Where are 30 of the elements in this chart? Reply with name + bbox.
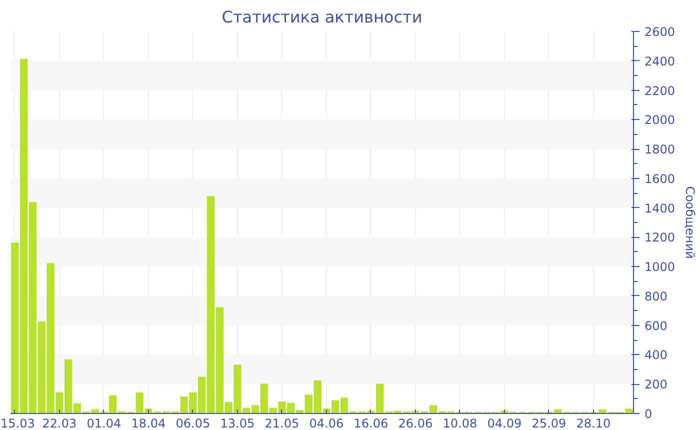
chart-title: Статистика активности (222, 8, 422, 26)
x-tick-label: 26.06 (398, 416, 433, 430)
y-tick-label: 0 (644, 407, 652, 421)
y-tick-label: 1000 (644, 260, 676, 274)
y-tick-label: 800 (644, 289, 668, 304)
y-axis-title: Сообщений (683, 186, 698, 259)
y-tick-label: 2400 (644, 54, 676, 68)
x-tick-label: 10.08 (442, 416, 478, 430)
x-tick-label: 28.10 (576, 416, 611, 430)
y-tick-label: 1800 (644, 142, 676, 157)
x-tick-label: 25.09 (532, 416, 566, 430)
y-tick-label: 2200 (644, 84, 676, 98)
y-tick-label: 1200 (644, 230, 676, 245)
y-tick-label: 600 (644, 318, 668, 333)
x-tick-label: 06.05 (176, 416, 210, 430)
x-tick-label: 04.09 (487, 416, 522, 430)
y-tick-label: 2600 (644, 25, 676, 39)
y-tick-label: 1600 (644, 172, 676, 186)
x-tick-label: 21.05 (264, 416, 300, 430)
y-tick-label: 200 (644, 378, 668, 392)
y-tick-label: 1400 (644, 201, 676, 216)
x-tick-label: 16.06 (354, 416, 388, 430)
x-tick-label: 15.03 (0, 416, 35, 430)
x-tick-label: 18.04 (131, 416, 166, 430)
x-tick-label: 01.04 (86, 416, 122, 430)
x-tick-label: 04.06 (309, 416, 344, 430)
y-tick-label: 2000 (644, 113, 676, 128)
x-tick-label: 22.03 (42, 416, 77, 430)
x-tick-label: 13.05 (220, 416, 255, 430)
y-tick-label: 400 (644, 348, 668, 362)
